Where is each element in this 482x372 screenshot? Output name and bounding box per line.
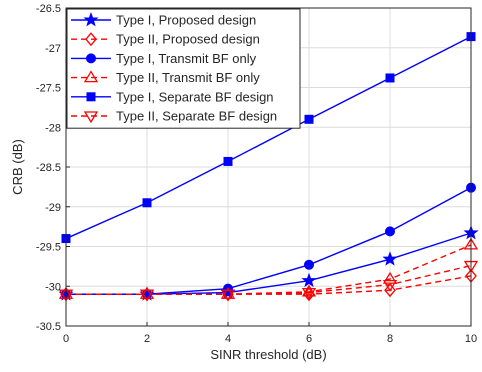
x-tick-label: 2 — [144, 333, 150, 345]
legend-entry-label: Type II, Separate BF design — [116, 109, 277, 124]
y-tick-label: -27.5 — [36, 83, 61, 95]
legend-entry-label: Type II, Proposed design — [116, 32, 260, 47]
legend-marker — [83, 12, 99, 27]
x-tick-label: 10 — [465, 333, 477, 345]
x-axis-label: SINR threshold (dB) — [210, 347, 326, 362]
series-line-3 — [66, 187, 472, 295]
legend: Type I, Proposed design Type II, Proposed… — [66, 8, 301, 129]
legend-entry-label: Type I, Transmit BF only — [116, 51, 257, 66]
legend-entry-label: Type I, Proposed design — [116, 13, 256, 28]
y-axis: -30.5 -30 -29.5 -29 -28.5 -28 -27.5 -27 -26.5 — [36, 3, 70, 333]
data-point-series-3 — [304, 259, 314, 270]
y-tick-label: -29 — [45, 202, 61, 214]
series-line-5 — [65, 35, 472, 240]
y-tick-label: -30 — [45, 281, 61, 293]
y-tick-label: -28.5 — [36, 162, 61, 174]
x-tick-label: 0 — [63, 333, 69, 345]
data-point-series-2 — [384, 283, 396, 298]
legend-marker — [83, 70, 99, 83]
y-tick-label: -26.5 — [36, 3, 61, 15]
data-point-series-5 — [385, 73, 395, 83]
data-point-series-1 — [382, 251, 398, 266]
data-point-series-6 — [220, 289, 236, 302]
y-tick-label: -29.5 — [36, 242, 61, 254]
data-point-series-1 — [301, 272, 317, 288]
series-lines — [65, 35, 472, 295]
legend-entry-label: Type I, Separate BF design — [116, 89, 274, 104]
x-axis: 0 2 4 6 8 10 — [63, 322, 477, 345]
data-point-series-5 — [142, 198, 152, 208]
data-point-series-6 — [139, 289, 155, 302]
series-line-2 — [66, 275, 472, 295]
legend-marker — [86, 92, 96, 102]
y-tick-label: -27 — [45, 43, 61, 55]
legend-marker — [86, 53, 96, 64]
series-line-6 — [66, 264, 472, 295]
data-point-series-5 — [304, 114, 314, 124]
x-tick-label: 6 — [306, 333, 312, 345]
data-point-series-4 — [382, 271, 398, 284]
legend-box — [66, 8, 301, 129]
legend-marker — [83, 111, 99, 124]
x-tick-label: 8 — [387, 333, 393, 345]
data-point-series-6 — [382, 280, 398, 292]
data-point-series-5 — [223, 156, 233, 166]
data-point-series-4 — [139, 286, 155, 299]
legend-marker — [85, 32, 97, 47]
data-point-series-4 — [220, 286, 236, 299]
y-axis-label: CRB (dB) — [10, 139, 25, 195]
data-point-series-6 — [301, 287, 317, 300]
x-tick-label: 4 — [225, 333, 231, 345]
y-tick-label: -28 — [45, 122, 61, 134]
legend-entry-label: Type II, Transmit BF only — [116, 70, 260, 85]
data-point-series-3 — [385, 226, 395, 237]
data-point-series-4 — [301, 284, 317, 297]
y-tick-label: -30.5 — [36, 321, 61, 333]
